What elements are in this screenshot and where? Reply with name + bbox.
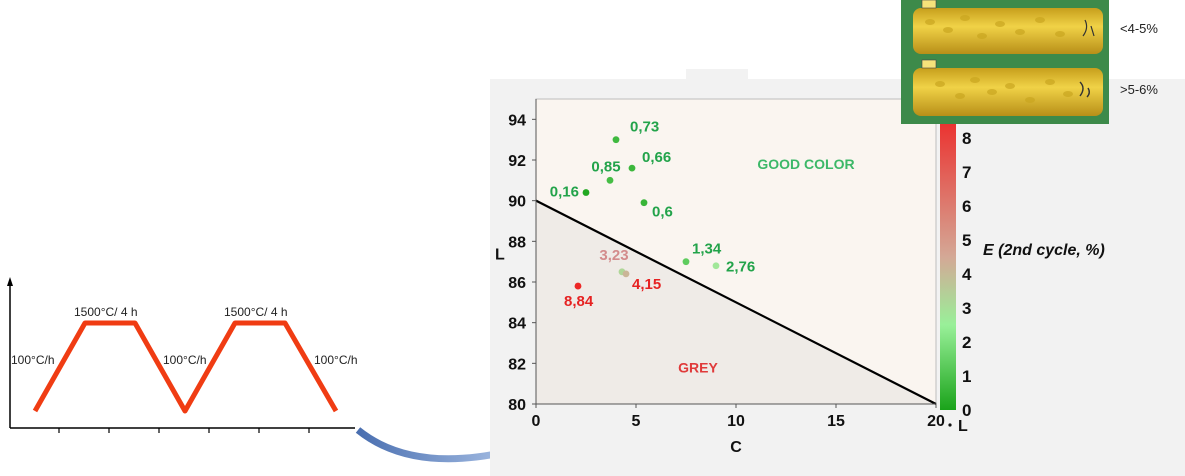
temperature-axis-arrow	[7, 277, 13, 286]
sample-bump-4	[977, 33, 987, 39]
data-label-4: 0,16	[550, 184, 579, 201]
sample-bump-6	[1015, 29, 1025, 35]
x-tick-label-15: 15	[827, 413, 845, 430]
data-point-2	[606, 176, 614, 184]
colorbar-label: E (2nd cycle, %)	[983, 242, 1105, 259]
region-label-2: GREY	[678, 359, 718, 375]
x-tick-label-0: 0	[532, 413, 541, 430]
data-point-5	[640, 199, 648, 207]
sample-marking-2	[1079, 81, 1090, 98]
sample-surface-texture	[925, 15, 1073, 103]
y-tick-label-80: 80	[508, 397, 526, 414]
data-label-6: 1,34	[692, 241, 722, 258]
data-point-6	[682, 258, 690, 266]
plateau-label-2: 1500°C/ 4 h	[224, 305, 288, 319]
chart-panel-tab	[686, 69, 748, 81]
colorbar-tick-6: 6	[962, 197, 971, 216]
sample-bump-16	[1063, 91, 1073, 97]
sample-rod-1	[913, 8, 1103, 54]
data-label-3: 0,66	[642, 149, 671, 166]
data-label-1: 0,73	[630, 119, 659, 136]
sample-bump-9	[935, 81, 945, 87]
colorbar-tick-0: 0	[962, 401, 971, 420]
x-tick-label-5: 5	[632, 413, 641, 430]
y-axis-label: L	[495, 247, 505, 264]
sample-bump-8	[1055, 31, 1065, 37]
y-tick-label-90: 90	[508, 194, 526, 211]
sample-bump-10	[955, 93, 965, 99]
colorbar-axis-dot	[948, 423, 952, 427]
data-point-9	[622, 270, 630, 278]
data-label-8: 3,23	[599, 247, 628, 264]
sample-label-1: <4-5%	[1120, 21, 1158, 36]
sample-bump-14	[1025, 97, 1035, 103]
sample-tag-1	[921, 0, 937, 9]
data-label-5: 0,6	[652, 204, 673, 221]
sample-bump-7	[1035, 17, 1045, 23]
data-label-10: 8,84	[564, 293, 594, 310]
boundary-line	[535, 199, 937, 405]
data-point-1	[612, 136, 620, 144]
sample-bump-11	[970, 77, 980, 83]
cooling-rate-label: 100°C/h	[163, 353, 207, 367]
y-tick-label-92: 92	[508, 153, 526, 170]
region-label-1: GOOD COLOR	[757, 156, 854, 172]
x-tick-label-10: 10	[727, 413, 745, 430]
colorbar-axis-label: L	[958, 418, 968, 435]
data-label-7: 2,76	[726, 259, 755, 276]
thermal-cycle-diagram: 1500°C/ 4 h 1500°C/ 4 h 100°C/h 100°C/h …	[7, 277, 358, 433]
colorbar	[940, 104, 956, 410]
y-tick-label-84: 84	[508, 316, 526, 333]
colorbar-tick-8: 8	[962, 129, 971, 148]
x-axis-label: C	[730, 439, 742, 456]
sample-bump-1	[925, 19, 935, 25]
sample-bump-3	[960, 15, 970, 21]
sample-bump-15	[1045, 79, 1055, 85]
data-label-2: 0,85	[591, 158, 620, 175]
y-tick-label-82: 82	[508, 356, 526, 373]
thermal-cycle-curve	[32, 320, 339, 414]
data-point-3	[628, 164, 636, 172]
y-tick-label-86: 86	[508, 275, 526, 292]
sample-label-2: >5-6%	[1120, 82, 1158, 97]
sample-bump-12	[987, 89, 997, 95]
colorbar-tick-3: 3	[962, 299, 971, 318]
data-point-10	[574, 282, 582, 290]
sample-bump-2	[943, 27, 953, 33]
colorbar-tick-4: 4	[962, 265, 972, 284]
sample-bump-13	[1005, 83, 1015, 89]
colorbar-tick-7: 7	[962, 163, 971, 182]
colorbar-tick-5: 5	[962, 231, 971, 250]
y-tick-label-94: 94	[508, 112, 526, 129]
time-axis-ticks	[58, 428, 310, 433]
colorbar-tick-2: 2	[962, 333, 971, 352]
sample-marking-1	[1082, 19, 1095, 37]
colorbar-tick-1: 1	[962, 367, 971, 386]
plateau-label-1: 1500°C/ 4 h	[74, 305, 138, 319]
heating-rate-label: 100°C/h	[11, 353, 55, 367]
data-point-4	[582, 189, 590, 196]
sample-tag-2	[921, 59, 937, 69]
data-label-9: 4,15	[632, 276, 661, 293]
y-tick-label-88: 88	[508, 234, 526, 251]
sample-photos	[901, 0, 1109, 124]
data-point-7	[712, 262, 720, 270]
sample-bump-5	[995, 21, 1005, 27]
final-cooling-rate-label: 100°C/h	[314, 353, 358, 367]
sample-rod-2	[913, 68, 1103, 116]
x-tick-label-20: 20	[927, 413, 945, 430]
